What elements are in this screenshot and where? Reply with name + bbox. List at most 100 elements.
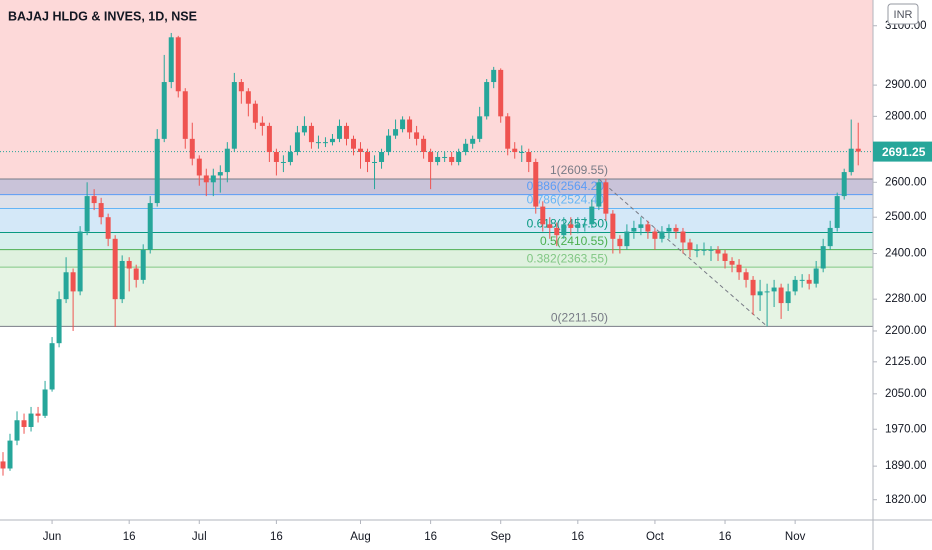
candle-body — [133, 268, 139, 280]
candle-body — [841, 172, 847, 197]
candle-body — [189, 138, 195, 159]
currency-box[interactable] — [887, 3, 919, 25]
candle-body — [687, 242, 693, 250]
fib-zone — [0, 249, 873, 268]
candle-body — [301, 125, 307, 133]
fib-label: 0.618(2457.50) — [527, 217, 608, 231]
x-tick-label: Sep — [490, 531, 510, 543]
candle-body — [498, 69, 504, 117]
candle-body — [98, 203, 104, 218]
x-tick-label: Jul — [192, 531, 207, 543]
y-tick-label: 2280.00 — [885, 293, 927, 305]
candle-body — [42, 389, 48, 416]
candle-body — [470, 138, 476, 144]
candle-body — [694, 249, 700, 251]
candle-body — [315, 142, 321, 144]
candle-body — [35, 413, 41, 416]
fib-zone — [0, 208, 873, 233]
candle-body — [84, 196, 90, 232]
y-tick-label: 2125.00 — [885, 356, 927, 368]
candle-body — [91, 196, 97, 204]
candle-body — [484, 82, 490, 117]
candle-body — [294, 132, 300, 153]
x-tick-label: 16 — [123, 531, 136, 543]
candle-body — [287, 152, 293, 162]
candle-body — [308, 125, 314, 143]
candle-body — [428, 152, 434, 162]
candle-body — [680, 231, 686, 243]
candle-body — [449, 156, 455, 162]
candle-body — [224, 148, 230, 173]
currency-label[interactable]: INR — [894, 9, 913, 21]
candle-body — [757, 291, 763, 296]
candle-body — [589, 206, 595, 225]
candle-body — [147, 203, 153, 250]
candle-body — [750, 279, 756, 296]
candle-body — [848, 148, 854, 173]
candle-body — [70, 272, 76, 292]
y-tick-label: 2400.00 — [885, 248, 927, 260]
fib-zones — [0, 0, 873, 327]
fib-zone — [0, 232, 873, 250]
candle-body — [231, 82, 237, 149]
candle-body — [785, 291, 791, 304]
candle-body — [561, 224, 567, 236]
candle-body — [379, 152, 385, 162]
candle-body — [512, 148, 518, 153]
candle-body — [21, 420, 27, 427]
candle-body — [827, 227, 833, 247]
candle-body — [414, 132, 420, 139]
candle-body — [624, 231, 630, 247]
candle-body — [196, 158, 202, 176]
x-tick-label: 16 — [424, 531, 437, 543]
x-tick-label: Aug — [350, 531, 370, 543]
candle-body — [358, 148, 364, 153]
candle-body — [49, 343, 55, 390]
candle-body — [435, 156, 441, 162]
candle-body — [582, 224, 588, 226]
fib-label: 1(2609.55) — [550, 163, 608, 177]
candle-body — [477, 116, 483, 139]
candle-body — [533, 161, 539, 207]
candle-body — [119, 260, 125, 300]
candle-body — [56, 299, 62, 344]
candle-body — [259, 122, 265, 126]
fib-label: 0.786(2524.40) — [527, 193, 608, 207]
candle-body — [575, 224, 581, 228]
candle-body — [834, 196, 840, 228]
last-price-label: 2691.25 — [882, 145, 926, 159]
chart-title: BAJAJ HLDG & INVES, 1D, NSE — [8, 9, 197, 23]
candle-body — [673, 227, 679, 232]
candle-body — [322, 142, 328, 144]
upper-zone — [0, 0, 873, 180]
fib-label: 0(2211.50) — [551, 310, 608, 324]
candle-body — [273, 152, 279, 162]
candle-body — [421, 138, 427, 153]
candle-body — [329, 138, 335, 143]
candle-body — [743, 272, 749, 280]
candle-body — [666, 227, 672, 232]
candle-body — [266, 125, 272, 153]
candle-body — [105, 217, 111, 239]
candle-body — [855, 148, 861, 152]
candle-body — [505, 116, 511, 149]
y-tick-label: 2200.00 — [885, 325, 927, 337]
candle-body — [771, 287, 777, 292]
candle-body — [14, 420, 20, 441]
candle-body — [778, 287, 784, 304]
y-tick-label: 1820.00 — [885, 494, 927, 506]
candle-body — [491, 69, 497, 83]
x-tick-label: Oct — [646, 531, 665, 543]
x-tick-label: Jun — [43, 531, 62, 543]
candle-body — [792, 279, 798, 292]
candle-body — [182, 91, 188, 139]
candle-body — [820, 246, 826, 269]
candle-body — [161, 82, 167, 139]
candle-body — [729, 260, 735, 265]
candle-body — [168, 37, 174, 83]
candle-body — [526, 152, 532, 162]
candle-body — [813, 268, 819, 284]
x-tick-label: 16 — [571, 531, 584, 543]
candle-body — [393, 129, 399, 136]
